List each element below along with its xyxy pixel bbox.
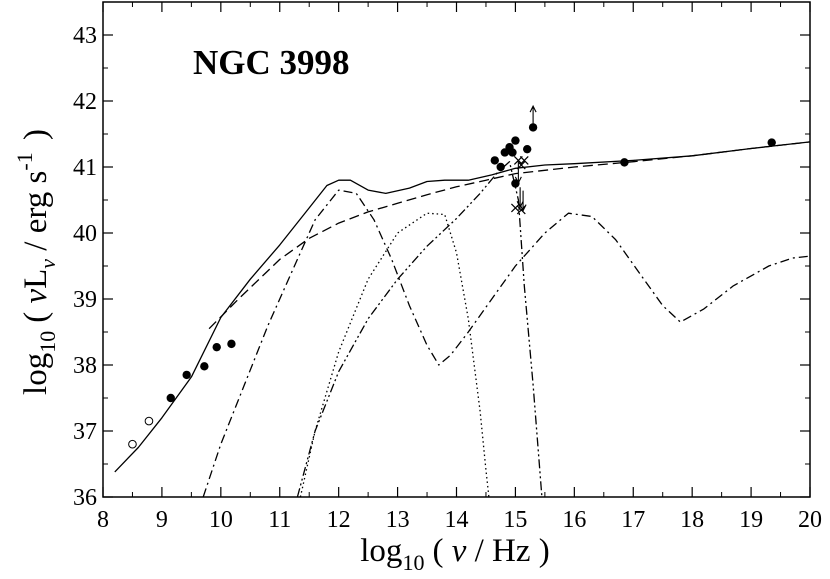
data-point-filled <box>227 339 236 349</box>
x-label-unit: / Hz ) <box>466 533 549 569</box>
x-tick-label: 20 <box>798 507 822 533</box>
x-label-prefix: log <box>360 533 402 569</box>
limit-arrow-down <box>519 190 527 212</box>
x-tick-label: 15 <box>503 507 527 533</box>
series-dashdot-curve <box>202 189 811 498</box>
y-axis-label: log10 ( νLν / erg s-1 ) <box>12 129 60 395</box>
x-tick-label: 10 <box>209 507 233 533</box>
data-point-filled <box>523 144 532 154</box>
x-label-open: ( <box>432 533 451 569</box>
y-label-sup: -1 <box>12 152 37 170</box>
y-label-open: ( <box>18 304 54 323</box>
y-label-L-sub: ν <box>35 259 60 269</box>
data-point-filled <box>490 156 499 165</box>
data-point-filled <box>496 162 505 172</box>
data-point-open <box>128 439 137 449</box>
limit-arrow-down <box>516 187 524 209</box>
x-tick-label: 17 <box>621 507 645 533</box>
y-tick-label: 41 <box>73 155 97 181</box>
data-point-open <box>144 416 154 426</box>
x-tick-label: 13 <box>386 507 410 533</box>
data-point-filled <box>620 158 629 167</box>
x-label-sub: 10 <box>402 550 424 575</box>
y-label-prefix: log <box>18 353 54 395</box>
data-point-filled <box>166 393 175 403</box>
data-point-filled <box>767 138 776 147</box>
tick-layer: 8 9 10 11 12 13 14 15 16 17 18 19 20 36 37 38 39 40 41 42 43 <box>73 2 822 533</box>
y-tick-label: 43 <box>73 23 97 49</box>
y-tick-label: 37 <box>73 419 97 445</box>
x-label-symbol: ν <box>452 533 467 569</box>
y-label-close: ) <box>18 129 54 148</box>
x-tick-label: 19 <box>739 507 763 533</box>
x-axis-label: log10 ( ν / Hz ) <box>360 533 549 575</box>
x-tick-label: 14 <box>445 507 469 533</box>
chart-title: NGC 3998 <box>193 43 350 82</box>
y-tick-label: 38 <box>73 353 97 379</box>
x-tick-label: 8 <box>97 507 109 533</box>
series-layer <box>114 141 811 498</box>
y-label-sub: 10 <box>35 331 60 353</box>
y-tick-label: 39 <box>73 287 97 313</box>
data-point-filled <box>200 362 209 371</box>
data-point-cross <box>519 155 529 165</box>
data-point-filled <box>511 136 520 145</box>
limit-arrow-down <box>514 162 522 185</box>
limit-arrow-up <box>529 104 537 127</box>
marker-layer <box>128 104 776 449</box>
data-point-filled <box>508 148 517 157</box>
data-point-cross <box>516 205 526 215</box>
x-tick-label: 9 <box>156 507 168 533</box>
x-tick-label: 12 <box>327 507 351 533</box>
data-point-filled <box>182 370 191 380</box>
y-label-unit: / erg s <box>18 171 54 259</box>
series-dashed-curve <box>208 141 811 330</box>
y-tick-label: 40 <box>73 221 97 247</box>
x-tick-label: 18 <box>680 507 704 533</box>
x-tick-label: 11 <box>268 507 291 533</box>
x-tick-label: 16 <box>562 507 586 533</box>
series-dashdotdot-curve <box>296 161 543 498</box>
y-tick-label: 36 <box>73 485 97 511</box>
data-point-cross <box>510 203 520 213</box>
y-label-symbol: ν <box>18 289 54 304</box>
y-tick-label: 42 <box>73 89 97 115</box>
series-dotted-curve <box>299 212 490 498</box>
data-point-filled <box>212 342 221 352</box>
data-point-filled <box>528 123 538 132</box>
y-label-L: L <box>18 269 54 289</box>
